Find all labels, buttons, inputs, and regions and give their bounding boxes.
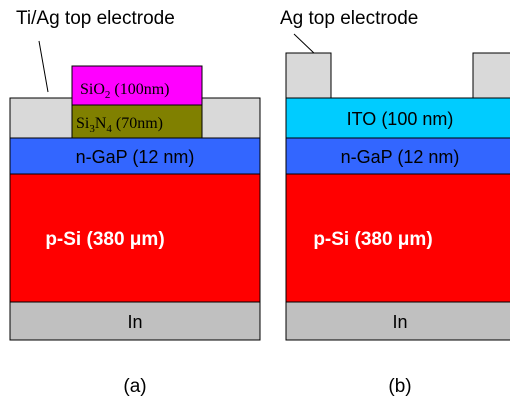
ag-electrode-finger-right [472, 52, 510, 99]
electrode-label-a: Ti/Ag top electrode [16, 8, 175, 29]
electrode-pointer-line-b [293, 33, 317, 56]
si3n4-layer [71, 104, 203, 139]
diagram-a: Ti/Ag top electrode SiO2 (100nm) Si3N4 (… [9, 8, 261, 397]
si3n4-label: Si3N4 (70nm) [76, 115, 163, 135]
ngap-layer-a [9, 137, 261, 175]
diagram-b: Ag top electrode ITO (100 nm) n-GaP (12 … [280, 8, 510, 397]
indium-contact-a [9, 301, 261, 341]
ngap-layer-b [285, 137, 510, 175]
indium-contact-b [285, 301, 510, 341]
indium-label-a: In [127, 312, 142, 332]
ag-electrode-finger-left [285, 52, 332, 99]
sio2-label: SiO2 (100nm) [80, 81, 170, 101]
electrode-pointer-line-a [38, 40, 49, 93]
psi-label-b: p-Si (380 μm) [313, 229, 432, 250]
electrode-label-b: Ag top electrode [280, 8, 418, 29]
psi-substrate-b [285, 173, 510, 303]
caption-b: (b) [388, 376, 411, 397]
indium-label-b: In [392, 312, 407, 332]
sio2-layer [71, 65, 203, 106]
psi-label-a: p-Si (380 μm) [45, 229, 164, 250]
ngap-label-b: n-GaP (12 nm) [341, 147, 460, 167]
caption-a: (a) [123, 376, 146, 397]
ito-label: ITO (100 nm) [347, 109, 454, 129]
psi-substrate-a [9, 173, 261, 303]
ngap-label-a: n-GaP (12 nm) [76, 147, 195, 167]
ito-layer [285, 97, 510, 139]
